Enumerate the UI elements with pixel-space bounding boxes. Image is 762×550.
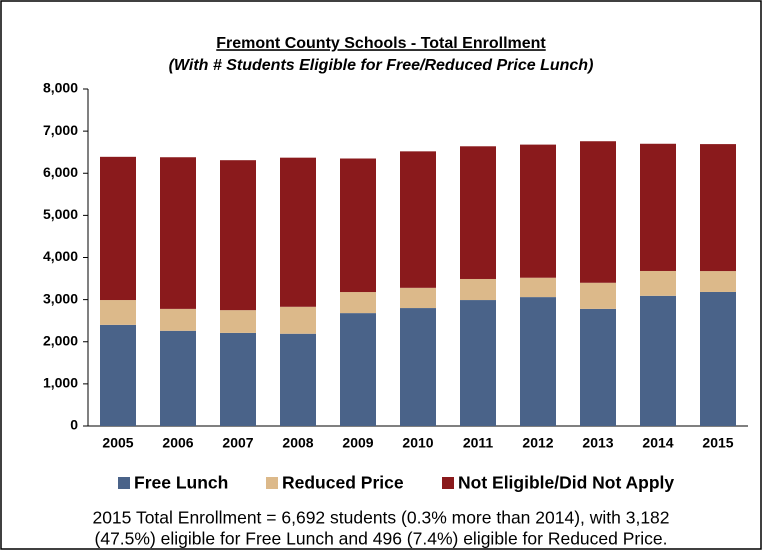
legend-label: Not Eligible/Did Not Apply [458, 473, 674, 493]
bar-segment [580, 282, 616, 309]
bar-segment [580, 141, 616, 283]
bar-segment [460, 300, 496, 426]
x-tick-label: 2013 [582, 435, 613, 451]
x-tick-label: 2007 [222, 435, 253, 451]
bar-segment [100, 300, 136, 325]
footnote: (47.5%) eligible for Free Lunch and 496 … [95, 529, 668, 549]
x-tick-label: 2008 [282, 435, 313, 451]
legend-swatch [266, 477, 278, 489]
legend-label: Free Lunch [134, 473, 228, 493]
footnote: 2015 Total Enrollment = 6,692 students (… [92, 508, 669, 528]
bar-segment [460, 278, 496, 301]
bar-segment [220, 310, 256, 333]
legend-swatch [118, 477, 130, 489]
x-tick-label: 2010 [402, 435, 433, 451]
bar-segment [160, 308, 196, 331]
chart-subtitle: (With # Students Eligible for Free/Reduc… [169, 57, 594, 74]
bar-segment [640, 143, 676, 271]
bar-segment [100, 324, 136, 426]
x-tick-label: 2005 [102, 435, 133, 451]
y-tick-label: 1,000 [43, 375, 78, 391]
bar-segment [400, 308, 436, 426]
x-tick-label: 2009 [342, 435, 373, 451]
y-tick-label: 7,000 [43, 122, 78, 138]
y-tick-label: 6,000 [43, 164, 78, 180]
bar-segment [640, 270, 676, 296]
x-tick-label: 2014 [642, 435, 673, 451]
bar-segment [160, 157, 196, 309]
legend-swatch [442, 477, 454, 489]
y-tick-label: 3,000 [43, 290, 78, 306]
bar-segment [700, 144, 736, 272]
bar-segment [520, 297, 556, 426]
bar-segment [280, 333, 316, 426]
bar-segment [400, 151, 436, 288]
x-tick-label: 2012 [522, 435, 553, 451]
y-tick-label: 2,000 [43, 332, 78, 348]
bar-segment [520, 277, 556, 298]
y-tick-label: 8,000 [43, 80, 78, 96]
bar-segment [100, 156, 136, 301]
y-tick-label: 0 [70, 417, 78, 433]
bar-segment [280, 157, 316, 307]
bar-segment [220, 332, 256, 426]
bar-segment [700, 271, 736, 292]
bar-segment [340, 313, 376, 426]
bar-segment [160, 330, 196, 426]
bar-segment [580, 308, 616, 426]
chart-title: Fremont County Schools - Total Enrollmen… [216, 35, 546, 52]
y-tick-label: 5,000 [43, 206, 78, 222]
bar-segment [220, 160, 256, 311]
bar-segment [700, 291, 736, 426]
bar-segment [640, 295, 676, 426]
bar-segment [520, 144, 556, 278]
bar-segment [460, 146, 496, 279]
x-tick-label: 2006 [162, 435, 193, 451]
x-tick-label: 2015 [702, 435, 733, 451]
y-tick-label: 4,000 [43, 248, 78, 264]
bar-segment [400, 287, 436, 309]
bar-segment [340, 292, 376, 314]
bar-segment [280, 306, 316, 334]
bar-segment [340, 158, 376, 293]
legend-label: Reduced Price [282, 473, 404, 493]
x-tick-label: 2011 [463, 435, 494, 451]
